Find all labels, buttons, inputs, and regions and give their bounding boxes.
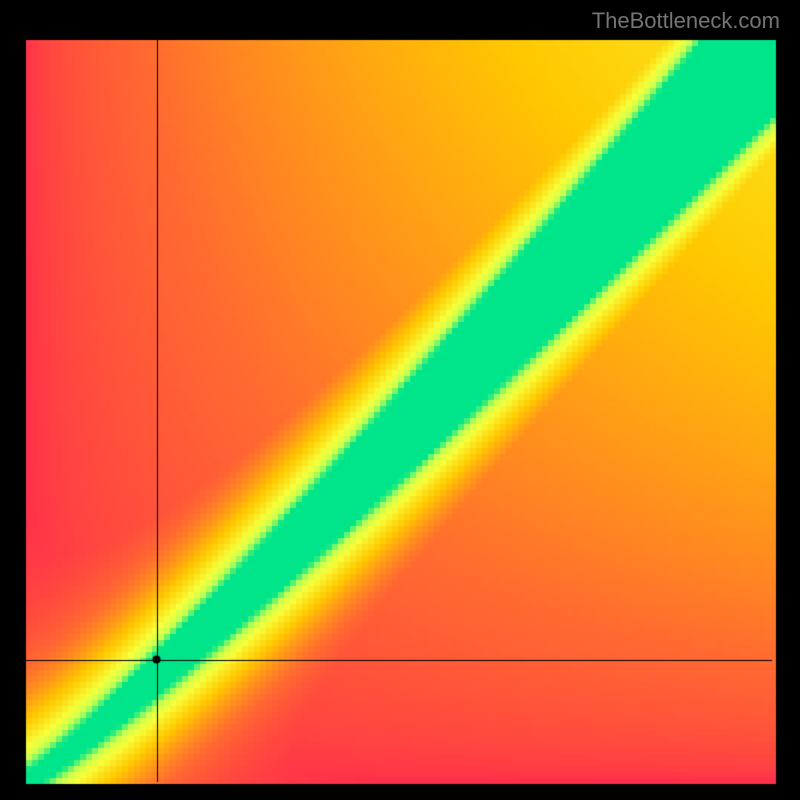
watermark-text: TheBottleneck.com (592, 8, 780, 34)
heatmap-canvas (0, 0, 800, 800)
chart-container: TheBottleneck.com (0, 0, 800, 800)
